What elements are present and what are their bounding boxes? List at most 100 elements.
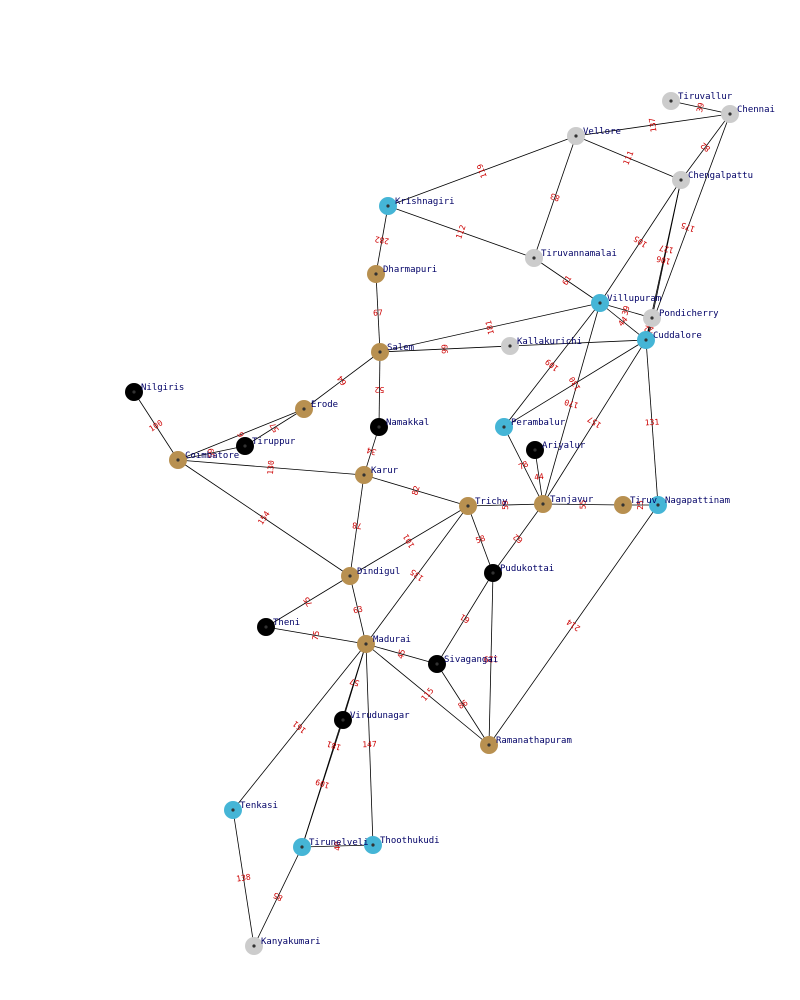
node-label-chengalpattu: Chengalpattu: [688, 171, 753, 181]
edge-kallakurichi-cuddalore: [509, 339, 647, 347]
node-label-coimbatore: Coimbatore: [185, 451, 239, 461]
node-center-dot: [378, 350, 382, 354]
edge-weight-label: 99: [440, 344, 449, 354]
edge-weight-label: 45: [396, 648, 407, 660]
edge-trichy-dindigul: [349, 505, 469, 577]
edge-vellore-tiruvannamalai: [533, 135, 577, 259]
edge-weight-label: 130: [266, 460, 276, 475]
edge-dindigul-madurai: [349, 575, 367, 645]
edge-sivagangai-ramanathapuram: [436, 663, 490, 746]
edge-weight-label: 25: [636, 500, 645, 510]
edge-weight-label: 135: [408, 567, 425, 583]
node-center-dot: [487, 743, 491, 747]
edge-chengalpattu-chennai: [680, 113, 731, 181]
node-center-dot: [435, 662, 439, 666]
edge-madurai-thoothukudi: [365, 643, 374, 846]
edge-karur-trichy: [363, 474, 469, 507]
node-label-erode: Erode: [311, 400, 338, 410]
edge-villupuram-tanjavur: [542, 302, 601, 505]
node-label-perambalur: Perambalur: [511, 418, 566, 428]
edge-weight-label: 100: [147, 418, 164, 434]
node-label-ariyalur: Ariyalur: [542, 441, 586, 451]
edge-weight-label: 82: [699, 140, 712, 153]
edge-weight-label: 131: [644, 417, 659, 427]
edge-weight-label: 61: [458, 612, 471, 625]
node-center-dot: [362, 473, 366, 477]
edge-weight-label: 39: [695, 102, 706, 114]
edge-weight-label: 147: [362, 740, 377, 750]
edge-weight-label: 39: [620, 304, 631, 316]
edge-chengalpattu-villupuram: [599, 179, 682, 304]
node-center-dot: [656, 503, 660, 507]
edge-weight-label: 85: [272, 890, 285, 902]
edge-pudukottai-sivagangai: [436, 572, 494, 665]
node-label-trichy: Trichy: [475, 497, 508, 507]
node-center-dot: [502, 425, 506, 429]
edge-weight-label: 63: [352, 604, 364, 615]
node-center-dot: [532, 256, 536, 260]
node-label-tirunelveli: Tirunelveli: [309, 838, 369, 848]
node-center-dot: [669, 99, 673, 103]
edge-weight-label: 59: [501, 500, 510, 510]
node-center-dot: [621, 503, 625, 507]
edge-trichy-pudukottai: [467, 505, 494, 574]
edge-weight-label: 40: [333, 841, 342, 851]
edge-vellore-chengalpattu: [575, 135, 682, 181]
node-center-dot: [728, 112, 732, 116]
edge-tanjavur-tiruvarur: [542, 503, 624, 506]
edge-coimbatore-dindigul: [177, 459, 351, 577]
node-center-dot: [371, 843, 375, 847]
node-label-krishnagiri: Krishnagiri: [395, 197, 455, 207]
edge-trichy-madurai: [365, 505, 469, 645]
edge-weight-label: 55: [578, 499, 587, 509]
edge-weight-label: 57: [268, 421, 281, 434]
node-label-tiruvarur: Tiruv: [630, 496, 657, 506]
node-center-dot: [541, 502, 545, 506]
edge-weight-label: 83: [549, 191, 561, 203]
edge-cuddalore-perambalur: [503, 339, 647, 428]
node-center-dot: [252, 944, 256, 948]
node-center-dot: [491, 571, 495, 575]
node-center-dot: [679, 178, 683, 182]
edge-weight-label: 59: [206, 447, 217, 458]
node-layer: [125, 92, 739, 955]
edge-weight-label: 105: [632, 234, 649, 250]
node-center-dot: [374, 272, 378, 276]
edge-tirunelveli-thoothukudi: [301, 844, 374, 848]
node-label-dindigul: Dindigul: [357, 567, 400, 577]
node-label-karur: Karur: [371, 466, 399, 476]
edge-chennai-cuddalore: [645, 113, 731, 341]
edge-salem-villupuram: [379, 302, 601, 353]
edge-weight-label: 6: [236, 430, 246, 438]
edge-weight-label: 181: [484, 319, 496, 335]
node-label-nagapattinam: Nagapattinam: [665, 496, 730, 506]
edge-krishnagiri-dharmapuri: [375, 205, 389, 275]
node-center-dot: [377, 425, 381, 429]
edge-karur-dindigul: [349, 474, 365, 577]
edge-weight-label: 161: [291, 719, 308, 735]
node-center-dot: [300, 845, 304, 849]
edge-weight-label: 130: [567, 375, 582, 392]
node-center-dot: [302, 407, 306, 411]
node-label-layer: Tiruvallur Chennai Vellore Chengalpattu Kris…: [141, 92, 775, 947]
node-label-pondicherry: Pondicherry: [659, 309, 719, 319]
edge-weight-label: 86: [457, 698, 470, 711]
node-label-virudunagar: Virudunagar: [350, 711, 410, 721]
edge-weight-label: 58: [474, 534, 486, 546]
edge-tanjavur-pudukottai: [492, 503, 544, 574]
node-center-dot: [508, 344, 512, 348]
node-label-chennai: Chennai: [737, 105, 775, 115]
node-center-dot: [386, 204, 390, 208]
edge-ariyalur-tanjavur: [534, 449, 544, 505]
edge-weight-label: 111: [622, 149, 636, 166]
edge-weight-label: 78: [351, 520, 362, 530]
edge-weight-label: 22: [643, 323, 655, 334]
edge-coimbatore-tiruppur: [177, 445, 246, 461]
edge-weight-label: 106: [655, 254, 671, 266]
edge-weight-label: 154: [256, 509, 272, 526]
edge-pudukottai-ramanathapuram: [488, 572, 494, 746]
edge-weight-label: 138: [236, 872, 252, 883]
edge-weight-label: 75: [311, 630, 322, 641]
node-label-theni: Theni: [273, 618, 300, 628]
node-center-dot: [533, 448, 537, 452]
